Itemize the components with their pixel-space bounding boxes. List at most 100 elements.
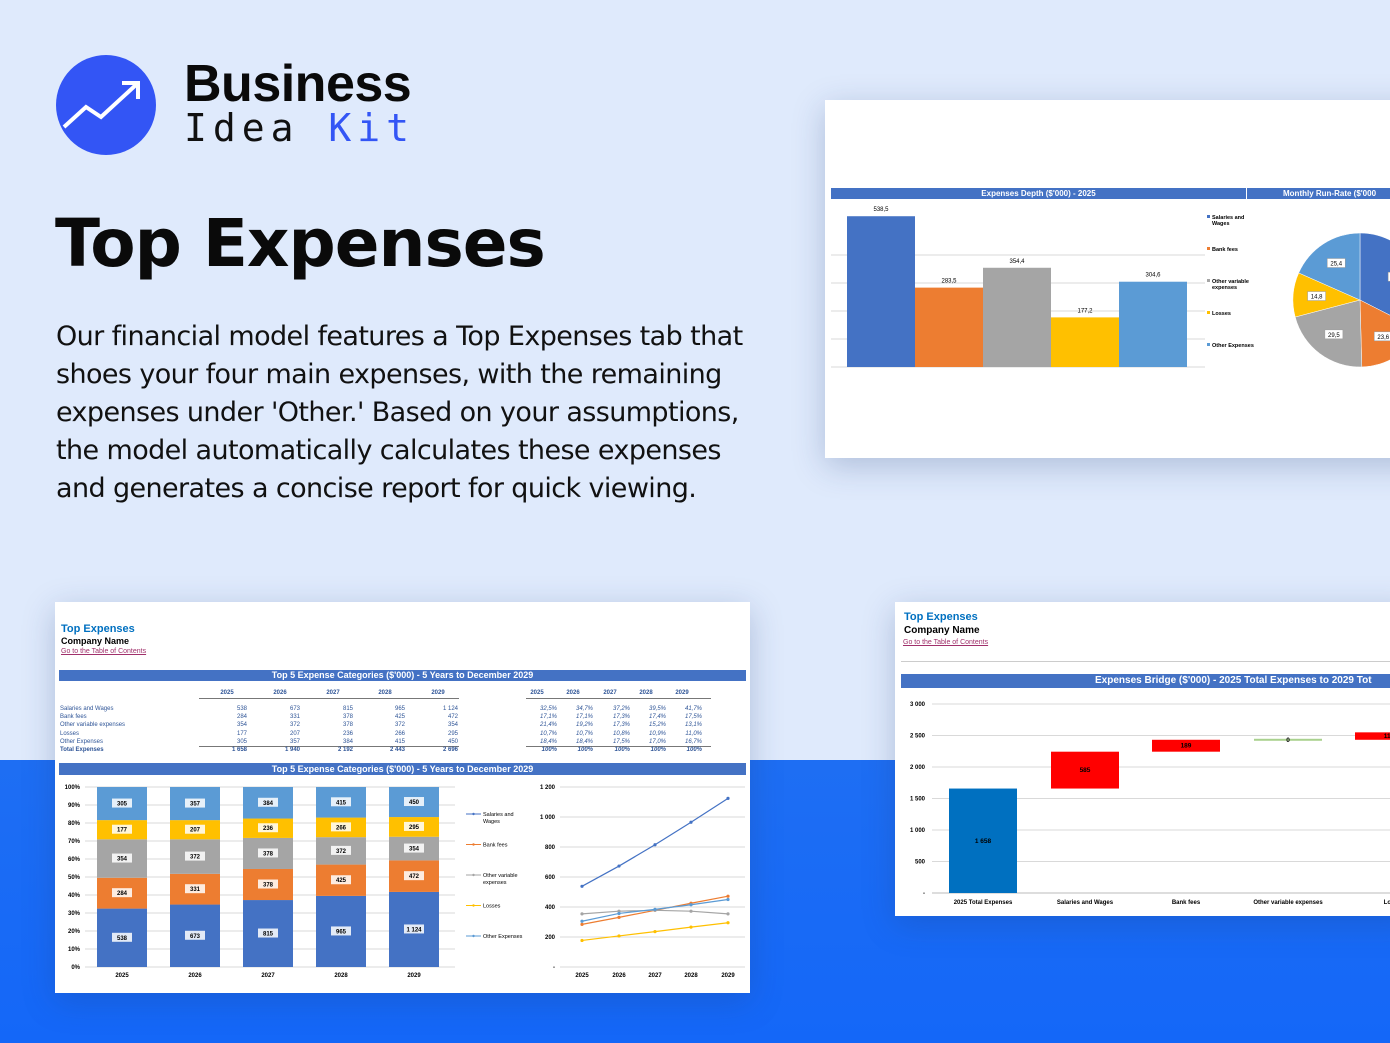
cell-pct: 41,7% [684, 706, 702, 712]
line-series-0 [581, 797, 729, 887]
y-tick-label: 0% [71, 965, 80, 971]
cell-value: 2 192 [337, 747, 353, 753]
segment-label: 673 [190, 934, 201, 940]
x-tick-label: 2025 Total Expenses [954, 900, 1013, 906]
row-label: Bank fees [60, 714, 87, 721]
table-header: Top 5 Expense Categories ($'000) - 5 Yea… [59, 670, 746, 681]
line-point [689, 820, 693, 824]
y-tick-label: 90% [68, 803, 81, 809]
cell-value: 965 [394, 706, 405, 712]
y-tick-label: 40% [68, 893, 81, 899]
line-point [726, 796, 730, 800]
waterfall-bar-0 [949, 788, 1017, 893]
legend-label: expenses [483, 880, 507, 886]
row-label: Salaries and Wages [60, 706, 114, 712]
cell-value: 384 [342, 738, 353, 745]
cell-pct: 11,0% [685, 730, 702, 737]
x-tick-label: 2028 [334, 973, 348, 979]
segment-label: 1 124 [406, 927, 422, 933]
cell-pct: 17,3% [612, 722, 630, 729]
waterfall-bar-2 [1152, 739, 1220, 752]
cell-pct: 17,5% [612, 738, 630, 745]
cell-value: 331 [289, 714, 300, 721]
x-tick-label: 2025 [115, 973, 129, 979]
cell-value: 2 696 [442, 747, 458, 753]
y-tick-label: 30% [68, 911, 81, 917]
pie-label: 14,8 [1311, 295, 1323, 301]
cell-pct: 100% [541, 747, 557, 753]
pie-label: 25,4 [1330, 262, 1342, 268]
year-header-pct: 2028 [639, 690, 653, 696]
cell-value: 538 [236, 706, 247, 712]
y-tick-label: 3 000 [910, 702, 926, 708]
cell-pct: 18,4% [575, 738, 593, 745]
segment-label: 372 [336, 849, 347, 855]
cell-pct: 32,5% [539, 706, 557, 712]
year-header: 2029 [431, 690, 445, 696]
pie-label: 23,6 [1377, 335, 1389, 341]
expense-table: 2025 2025 2026 2026 2027 2027 2028 2028 2029 2029… [55, 602, 750, 762]
legend-label: Other Expenses [483, 934, 523, 940]
legend-marker [472, 873, 475, 877]
segment-label: 354 [117, 857, 128, 863]
segment-label: 378 [263, 851, 274, 857]
cell-value: 284 [236, 714, 247, 721]
pie-label-box [1324, 329, 1344, 340]
bar-label: 538,5 [873, 207, 889, 213]
segment-label-box [112, 888, 132, 898]
cell-value: 450 [447, 738, 458, 745]
segment-label: 384 [263, 801, 274, 807]
y-tick-label: 1 200 [540, 785, 556, 791]
line-point [617, 911, 621, 916]
page-title: Top Expenses [55, 205, 546, 282]
line-point [653, 930, 657, 934]
cell-pct: 10,7% [575, 730, 593, 737]
bar-label: 354,4 [1009, 259, 1025, 265]
legend-swatch [1207, 311, 1210, 314]
y-tick-label: 400 [545, 905, 556, 911]
line-point [580, 884, 584, 888]
x-tick-label: 2025 [575, 973, 589, 979]
cell-value: 295 [447, 730, 458, 737]
line-point [617, 934, 621, 938]
line-point [689, 909, 693, 913]
waterfall-label: 1 658 [975, 838, 992, 845]
segment-label: 425 [336, 878, 347, 884]
line-point [580, 938, 584, 943]
legend-marker [472, 904, 475, 907]
segment-label-box [404, 821, 424, 831]
cell-pct: 100% [577, 747, 593, 753]
toc-link[interactable]: Go to the Table of Contents [61, 648, 147, 655]
y-tick-label: 800 [545, 845, 556, 851]
year-header: 2025 [220, 690, 234, 696]
segment-label: 450 [409, 800, 420, 806]
cell-value: 236 [342, 730, 353, 737]
cell-pct: 34,7% [575, 706, 593, 712]
cell-pct: 17,1% [575, 714, 593, 721]
segment-label: 305 [117, 802, 128, 808]
run-rate-header: Monthly Run-Rate ($'000 [1247, 188, 1390, 199]
y-tick-label: 70% [68, 839, 81, 845]
cell-pct: 13,1% [684, 722, 702, 729]
cell-pct: 17,4% [648, 714, 666, 721]
segment-label: 472 [409, 874, 420, 880]
cell-pct: 10,9% [648, 730, 666, 737]
segment-label-box [185, 824, 205, 834]
segment-label: 354 [409, 847, 420, 853]
chart-header: Top 5 Expense Categories ($'000) - 5 Yea… [59, 763, 746, 775]
waterfall-label: 118 [1384, 733, 1390, 740]
y-tick-label: - [923, 891, 925, 897]
legend-swatch [1207, 279, 1210, 282]
toc-link[interactable]: Go to the Table of Contents [903, 639, 989, 646]
cell-value: 472 [447, 714, 458, 721]
table-rule [526, 698, 711, 699]
logo-trend-icon [56, 55, 156, 155]
y-tick-label: 1 000 [540, 815, 556, 821]
row-label: Losses [60, 730, 80, 737]
description: Our financial model features a Top Expen… [56, 321, 743, 504]
legend-label: Salaries and [1212, 215, 1244, 221]
cell-value: 378 [342, 714, 353, 721]
segment-label: 331 [190, 887, 201, 893]
segment-label-box [258, 848, 278, 858]
y-tick-label: - [553, 965, 555, 971]
